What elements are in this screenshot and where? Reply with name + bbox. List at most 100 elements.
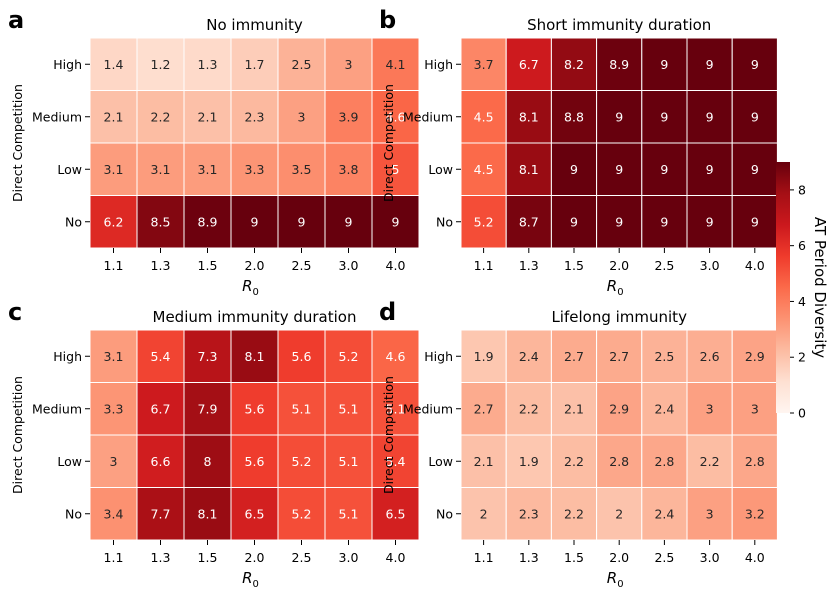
cell-value-label: 5.1 [386, 401, 406, 416]
y-axis-label: Direct Competition [10, 84, 25, 202]
panel-title: Medium immunity duration [153, 308, 357, 326]
cell-value-label: 3.1 [151, 162, 171, 177]
cell-value-label: 7.3 [198, 349, 218, 364]
cell-value-label: 2.1 [474, 454, 494, 469]
cell-value-label: 5.6 [245, 454, 265, 469]
cell-value-label: 3 [706, 401, 714, 416]
heatmap-cell [136, 195, 185, 249]
heatmap-cell [596, 487, 643, 541]
cell-value-label: 3.2 [745, 506, 765, 521]
cell-value-label: 1.3 [198, 57, 218, 72]
x-tick-label: 2.0 [609, 550, 629, 565]
cell-value-label: 5.6 [292, 349, 312, 364]
heatmap-cell [136, 37, 185, 91]
y-tick-label: Low [428, 454, 453, 469]
cell-value-label: 1.9 [474, 349, 494, 364]
y-axis-label: Direct Competition [381, 376, 396, 494]
x-axis-label: R0 [242, 277, 259, 298]
y-tick-label: High [424, 57, 453, 72]
heatmap-cell [89, 195, 138, 249]
heatmap-cell [731, 90, 778, 144]
cell-value-label: 5.6 [245, 401, 265, 416]
heatmap-cell [277, 142, 326, 196]
heatmap-cell [505, 90, 552, 144]
cell-value-label: 2.1 [198, 109, 218, 124]
cell-value-label: 2.4 [654, 506, 674, 521]
heatmap-cell [686, 142, 733, 196]
cell-value-label: 2.8 [745, 454, 765, 469]
x-tick-label: 1.5 [564, 258, 584, 273]
x-tick-label: 1.1 [474, 258, 494, 273]
cell-value-label: 8.7 [519, 214, 539, 229]
x-tick-label: 4.0 [745, 258, 765, 273]
heatmap-cell [89, 37, 138, 91]
cell-value-label: 2.2 [151, 109, 171, 124]
cell-value-label: 6.2 [104, 214, 124, 229]
cell-value-label: 9 [615, 162, 623, 177]
heatmap-cell [183, 195, 232, 249]
heatmap-cell [550, 142, 598, 196]
heatmap-cell [460, 329, 507, 383]
cell-value-label: 2.1 [564, 401, 584, 416]
heatmap-cell [230, 487, 279, 541]
cell-value-label: 1.9 [519, 454, 539, 469]
y-tick-label: Medium [403, 401, 453, 416]
x-tick-label: 2.5 [654, 258, 674, 273]
cell-value-label: 9 [615, 109, 623, 124]
heatmap-cell [641, 329, 688, 383]
heatmap-cell [641, 90, 688, 144]
cell-value-label: 2.8 [654, 454, 674, 469]
cell-value-label: 9 [660, 214, 668, 229]
panel-a: a No immunity 1.4 1.2 1.3 1.7 2.5 3 4.1 2.1 2.2 2.1… [8, 6, 420, 298]
colorbar-gradient [776, 162, 790, 413]
heatmap-cell [277, 195, 326, 249]
heatmap-cell [641, 487, 688, 541]
heatmap-cell [505, 434, 552, 488]
heatmap-cell [183, 434, 232, 488]
cell-value-label: 2.3 [245, 109, 265, 124]
heatmap-cell [505, 142, 552, 196]
x-axis-label: R0 [607, 569, 624, 590]
cell-value-label: 9 [706, 214, 714, 229]
heatmap-cell [596, 142, 643, 196]
panel-letter: a [8, 6, 24, 34]
heatmap-cell [460, 142, 507, 196]
heatmap-cell [324, 329, 373, 383]
heatmap-cell [230, 382, 279, 436]
heatmap-cell [324, 195, 373, 249]
cell-value-label: 3.3 [245, 162, 265, 177]
cell-value-label: 5.1 [339, 506, 359, 521]
cell-value-label: 3.9 [339, 109, 359, 124]
x-tick-label: 4.0 [745, 550, 765, 565]
cell-value-label: 6.7 [151, 401, 171, 416]
colorbar-tick-label: 0 [798, 406, 806, 421]
x-tick-label: 1.3 [519, 258, 539, 273]
cell-value-label: 2 [480, 506, 488, 521]
heatmap-cell [505, 382, 552, 436]
cell-value-label: 4.5 [474, 109, 494, 124]
cell-value-label: 9 [251, 214, 259, 229]
cell-value-label: 2 [615, 506, 623, 521]
y-tick-label: High [53, 349, 82, 364]
heatmap-cell [460, 434, 507, 488]
heatmap-cell [324, 37, 373, 91]
heatmap-cell [183, 487, 232, 541]
heatmap-cell [371, 434, 420, 488]
cell-value-label: 6.5 [386, 506, 406, 521]
cell-value-label: 8.8 [564, 109, 584, 124]
cell-value-label: 9 [751, 214, 759, 229]
x-tick-label: 2.5 [654, 550, 674, 565]
x-tick-label: 1.3 [519, 550, 539, 565]
panel-title: Lifelong immunity [551, 308, 687, 326]
cell-value-label: 3 [751, 401, 759, 416]
cell-value-label: 2.7 [609, 349, 629, 364]
cell-value-label: 2.2 [700, 454, 720, 469]
panel-letter: c [8, 298, 22, 326]
heatmap-cell [89, 434, 138, 488]
colorbar-label: AT Period Diversity [811, 217, 829, 358]
cell-value-label: 2.4 [519, 349, 539, 364]
cell-value-label: 9 [298, 214, 306, 229]
heatmap-cell [277, 382, 326, 436]
y-tick-label: Medium [403, 109, 453, 124]
